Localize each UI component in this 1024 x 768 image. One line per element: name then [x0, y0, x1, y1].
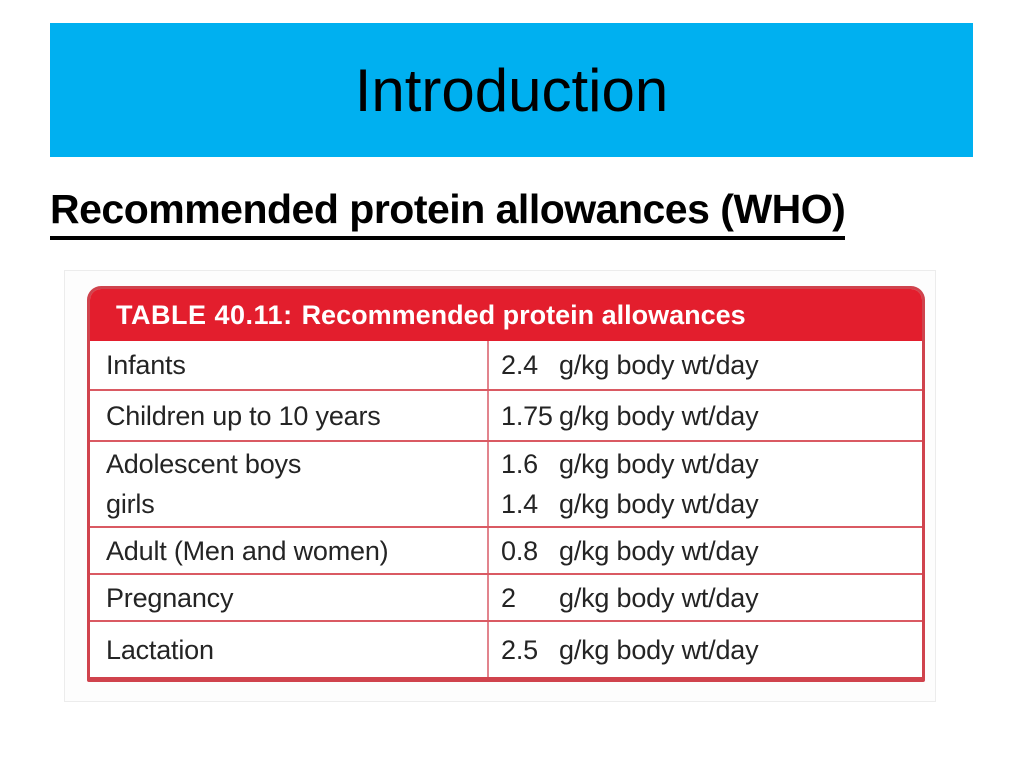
row-label: Adolescent boys girls [90, 442, 487, 526]
allowance-amount: 2.4 [501, 350, 538, 380]
table-image: TABLE 40.11: Recommended protein allowan… [64, 270, 936, 702]
allowance-unit: g/kg body wt/day [559, 350, 759, 380]
table-row: Children up to 10 years 1.75 g/kg body wt… [90, 389, 922, 440]
slide-title: Introduction [354, 56, 669, 124]
row-value: 2 g/kg body wt/day [487, 575, 922, 620]
row-label-line: girls [106, 489, 155, 519]
row-label-line: Lactation [106, 634, 214, 665]
allowance-amount: 2.5 [501, 634, 538, 665]
allowance-unit: g/kg body wt/day [559, 400, 759, 431]
row-label-line: Adolescent boys [106, 449, 302, 479]
table-row: Adult (Men and women) 0.8 g/kg body wt/da… [90, 526, 922, 573]
table-row: Infants 2.4 g/kg body wt/day [90, 341, 922, 389]
row-label-line: Pregnancy [106, 582, 234, 613]
allowance-amount: 1.6 [501, 449, 538, 479]
row-label: Infants [90, 341, 487, 389]
allowance-amount: 2 [501, 582, 516, 613]
row-value: 2.5 g/kg body wt/day [487, 622, 922, 677]
row-value-line: 1.4 g/kg body wt/day [501, 484, 922, 524]
table-body: Infants 2.4 g/kg body wt/day Children up … [90, 341, 922, 677]
allowance-amount: 1.75 [501, 400, 553, 431]
row-label: Pregnancy [90, 575, 487, 620]
allowance-unit: g/kg body wt/day [559, 634, 759, 665]
allowance-unit: g/kg body wt/day [559, 489, 759, 519]
row-value: 1.75 g/kg body wt/day [487, 391, 922, 440]
row-value-line: 1.75 g/kg body wt/day [501, 396, 922, 436]
row-value: 2.4 g/kg body wt/day [487, 341, 922, 389]
row-value-line: 0.8 g/kg body wt/day [501, 531, 922, 571]
row-label-line: Infants [106, 350, 186, 380]
slide-subheading: Recommended protein allowances (WHO) [50, 186, 846, 240]
table-header-title: Recommended protein allowances [301, 299, 746, 330]
row-label: Adult (Men and women) [90, 528, 487, 573]
row-value-line: 1.6 g/kg body wt/day [501, 444, 922, 484]
allowance-unit: g/kg body wt/day [559, 449, 759, 479]
row-label-line: Adult (Men and women) [106, 535, 389, 566]
row-label: Lactation [90, 622, 487, 677]
protein-allowances-table: TABLE 40.11: Recommended protein allowan… [87, 286, 925, 682]
row-label: Children up to 10 years [90, 391, 487, 440]
row-value: 1.6 g/kg body wt/day 1.4 g/kg body wt/day [487, 442, 922, 526]
table-row: Pregnancy 2 g/kg body wt/day [90, 573, 922, 620]
allowance-amount: 1.4 [501, 489, 538, 519]
allowance-amount: 0.8 [501, 535, 538, 566]
allowance-unit: g/kg body wt/day [559, 535, 759, 566]
row-value: 0.8 g/kg body wt/day [487, 528, 922, 573]
row-value-line: 2 g/kg body wt/day [501, 578, 922, 618]
table-row: Adolescent boys girls 1.6 g/kg body wt/day… [90, 440, 922, 526]
table-header-number: TABLE 40.11: [116, 299, 293, 330]
row-value-line: 2.4 g/kg body wt/day [501, 345, 922, 385]
row-value-line: 2.5 g/kg body wt/day [501, 630, 922, 670]
row-label-line: Children up to 10 years [106, 400, 381, 431]
table-header: TABLE 40.11: Recommended protein allowan… [90, 289, 922, 341]
allowance-unit: g/kg body wt/day [559, 582, 759, 613]
table-row: Lactation 2.5 g/kg body wt/day [90, 620, 922, 677]
slide-title-band: Introduction [50, 23, 973, 157]
